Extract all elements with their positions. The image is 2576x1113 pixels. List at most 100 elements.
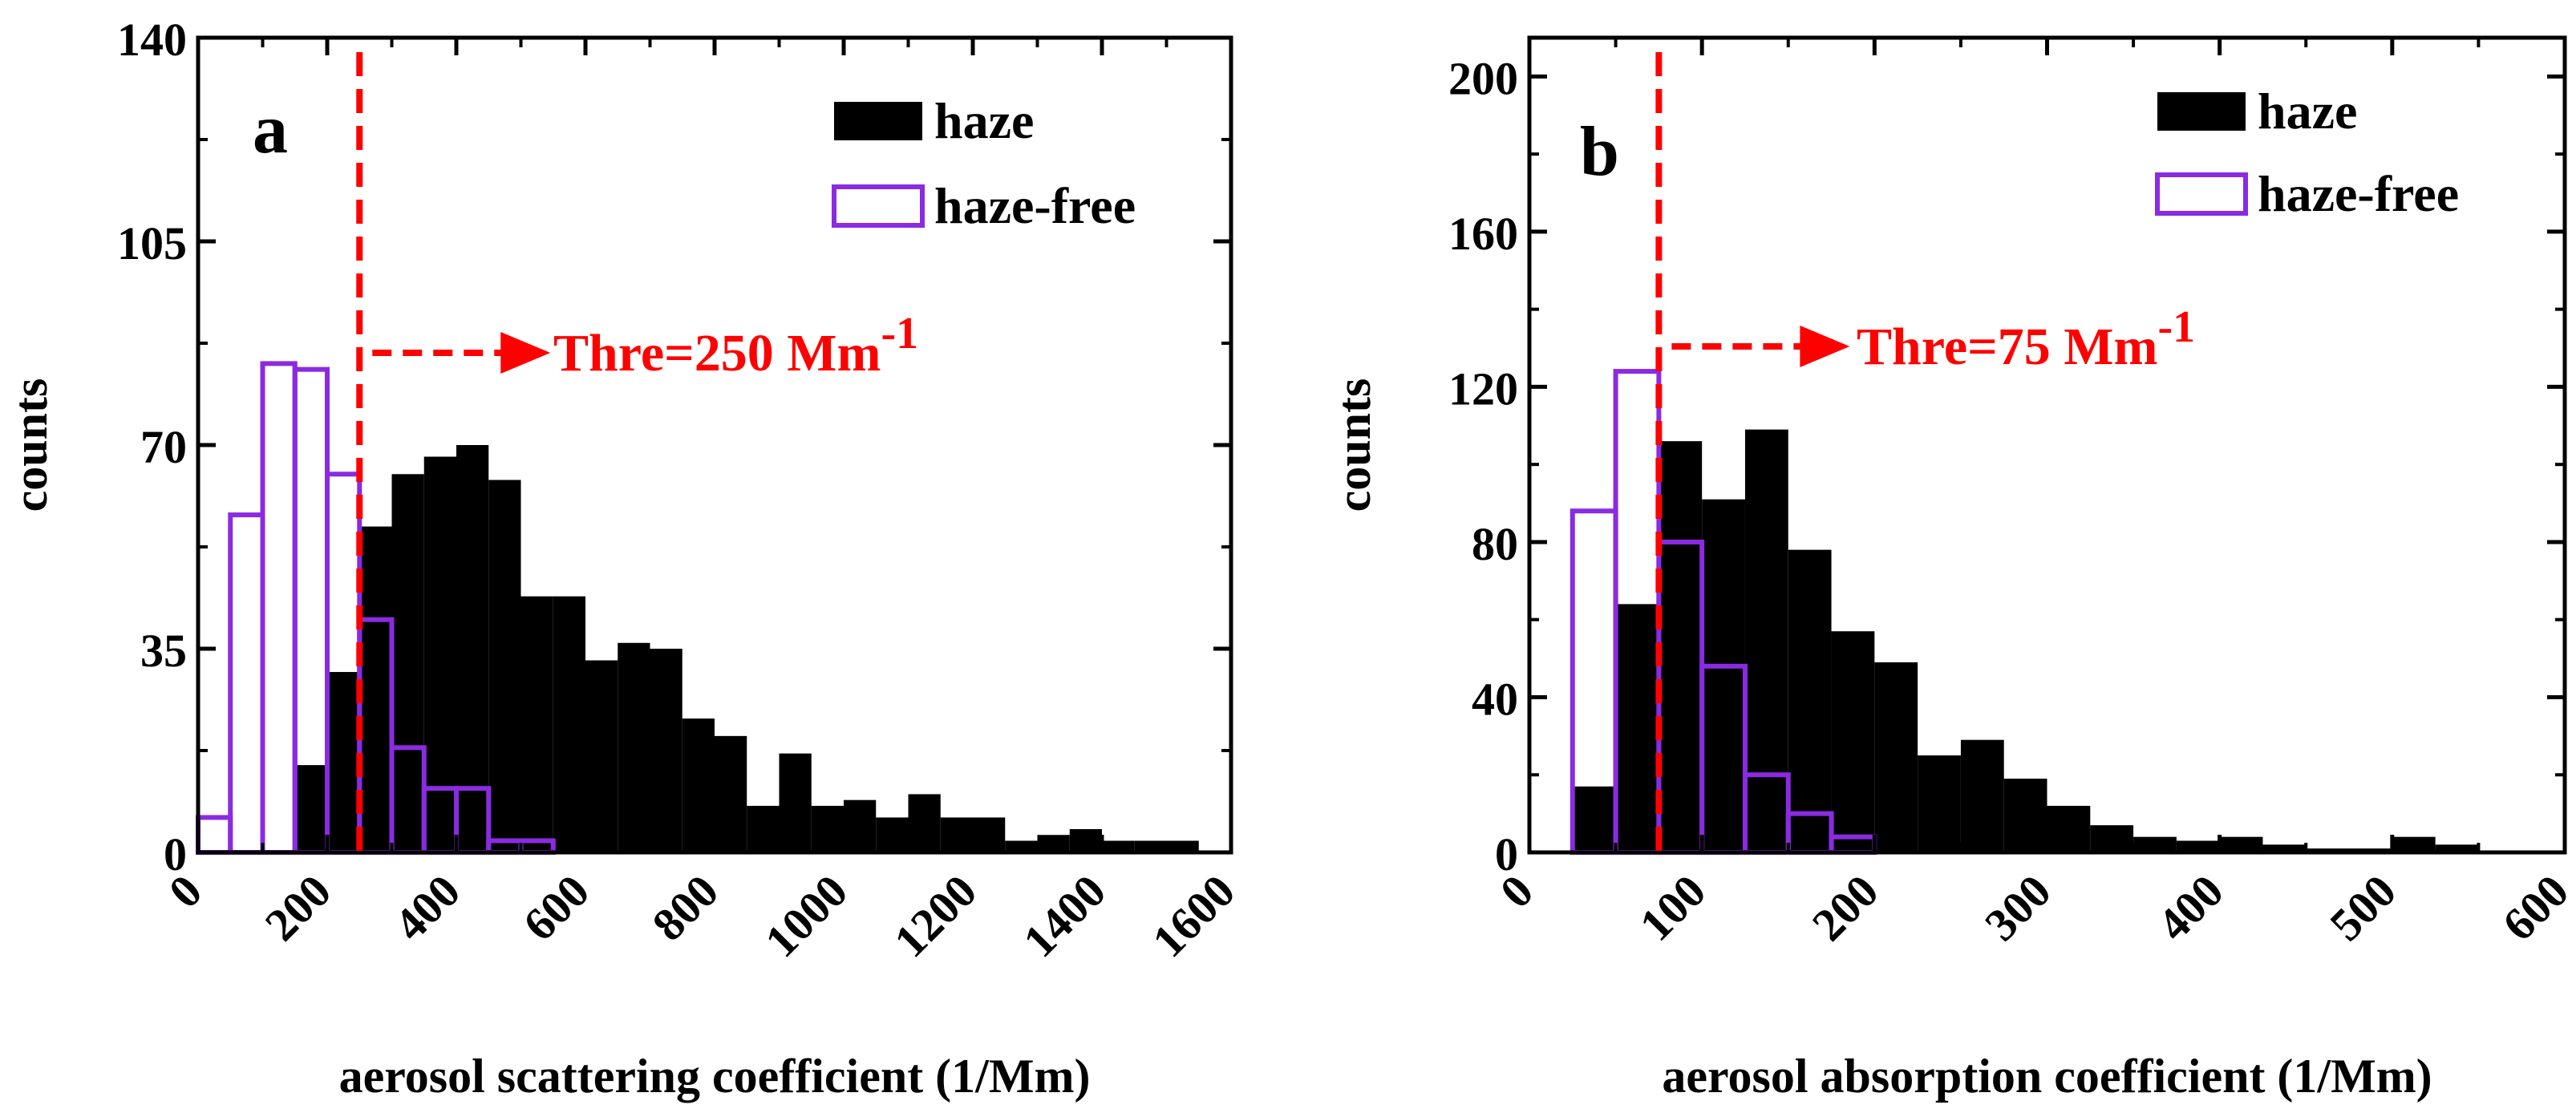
haze-bar <box>1037 835 1070 852</box>
x-tick-label: 1200 <box>884 864 986 967</box>
haze-bar <box>1788 549 1832 852</box>
haze-bar <box>682 718 715 852</box>
panel-label: a <box>253 91 288 168</box>
y-tick-label: 70 <box>140 421 187 473</box>
legend-haze-free-swatch <box>832 184 925 228</box>
haze-free-bar <box>228 512 265 855</box>
threshold-label-superscript: -1 <box>881 309 919 358</box>
haze-bar <box>1960 739 2004 852</box>
x-tick-label: 1600 <box>1142 864 1245 967</box>
haze-bar <box>1831 631 1875 852</box>
haze-bar <box>359 526 392 852</box>
haze-bar <box>1874 662 1918 852</box>
haze-bar <box>2176 840 2220 852</box>
haze-bar <box>391 474 424 852</box>
haze-bar <box>2435 844 2479 852</box>
haze-bar <box>618 642 650 852</box>
haze-bar <box>294 765 327 852</box>
threshold-label: Thre=75 Mm-1 <box>1857 302 2195 376</box>
y-tick-label: 140 <box>117 14 187 66</box>
haze-bar <box>973 817 1006 852</box>
x-tick-label: 200 <box>255 864 341 950</box>
haze-bar <box>553 596 585 852</box>
haze-free-bar <box>196 815 233 856</box>
legend-haze-free-label: haze-free <box>2258 165 2459 222</box>
haze-bar <box>940 817 973 852</box>
x-tick-label: 400 <box>384 864 470 950</box>
x-tick-label: 600 <box>2493 864 2576 950</box>
haze-bar <box>488 480 521 852</box>
haze-bar <box>520 596 553 852</box>
x-tick-label: 800 <box>642 864 728 950</box>
haze-bar <box>1069 828 1102 852</box>
haze-bar <box>1918 755 1961 852</box>
haze-bar <box>715 735 747 852</box>
y-tick-label: 120 <box>1448 362 1518 415</box>
haze-bar <box>585 660 618 852</box>
haze-bar <box>650 649 682 852</box>
haze-bar <box>844 799 877 852</box>
x-tick-label: 400 <box>2147 864 2233 950</box>
threshold-label-superscript: -1 <box>2158 302 2196 352</box>
legend-haze-label: haze <box>2258 83 2357 140</box>
haze-bar <box>2047 805 2091 852</box>
haze-bar <box>2392 836 2436 852</box>
haze-bar <box>811 805 844 852</box>
legend-haze-free-label: haze-free <box>934 177 1136 234</box>
haze-bar <box>2003 779 2047 852</box>
y-tick-label: 80 <box>1472 518 1518 570</box>
legend-haze-swatch <box>834 102 922 140</box>
haze-bar <box>876 817 909 852</box>
y-tick-label: 105 <box>117 217 187 269</box>
haze-bar <box>327 672 360 852</box>
haze-bar <box>1702 499 1745 852</box>
threshold-label-text: Thre=75 Mm <box>1857 318 2158 376</box>
haze-bar <box>1166 840 1199 852</box>
haze-bar <box>2133 836 2177 852</box>
haze-bar <box>1744 429 1788 852</box>
threshold-label-text: Thre=250 Mm <box>553 324 881 382</box>
haze-bar <box>2090 825 2134 852</box>
panel-label: b <box>1580 113 1619 191</box>
legend-haze-swatch <box>2157 92 2246 131</box>
x-tick-label: 100 <box>1630 864 1715 950</box>
legend-haze-free-swatch <box>2155 172 2248 216</box>
haze-bar <box>908 794 941 852</box>
y-axis-title: counts <box>1327 378 1380 512</box>
y-tick-label: 40 <box>1472 673 1518 725</box>
x-tick-label: 500 <box>2320 864 2406 950</box>
haze-bar <box>1005 840 1038 852</box>
haze-bar <box>1615 604 1659 852</box>
haze-bar <box>456 445 489 852</box>
legend-haze-label: haze <box>934 92 1034 149</box>
haze-bar <box>1572 786 1616 852</box>
x-axis-title: aerosol scattering coefficient (1/Mm) <box>339 1050 1091 1103</box>
x-tick-label: 200 <box>1802 864 1888 950</box>
haze-bar <box>423 456 456 852</box>
threshold-arrowhead <box>500 332 551 374</box>
haze-bar <box>1659 441 1703 852</box>
threshold-arrowhead <box>1800 326 1850 367</box>
y-tick-label: 0 <box>1495 828 1518 880</box>
threshold-label: Thre=250 Mm-1 <box>553 309 918 382</box>
haze-bar <box>2219 836 2263 852</box>
haze-bar <box>1102 840 1135 852</box>
y-tick-label: 35 <box>140 625 187 677</box>
x-tick-label: 300 <box>1975 864 2060 950</box>
y-axis-title: counts <box>4 378 57 512</box>
haze-bar <box>2262 844 2307 852</box>
y-tick-label: 160 <box>1448 208 1518 260</box>
x-tick-label: 600 <box>513 864 599 950</box>
x-tick-label: 1400 <box>1013 864 1116 967</box>
y-tick-label: 200 <box>1448 52 1518 104</box>
y-tick-label: 0 <box>164 828 187 880</box>
haze-bar <box>747 805 780 852</box>
x-tick-label: 1000 <box>755 864 857 967</box>
haze-free-bar <box>260 361 298 855</box>
haze-bar <box>1134 840 1167 852</box>
x-axis-title: aerosol absorption coefficient (1/Mm) <box>1662 1050 2432 1103</box>
haze-bar <box>779 753 812 852</box>
